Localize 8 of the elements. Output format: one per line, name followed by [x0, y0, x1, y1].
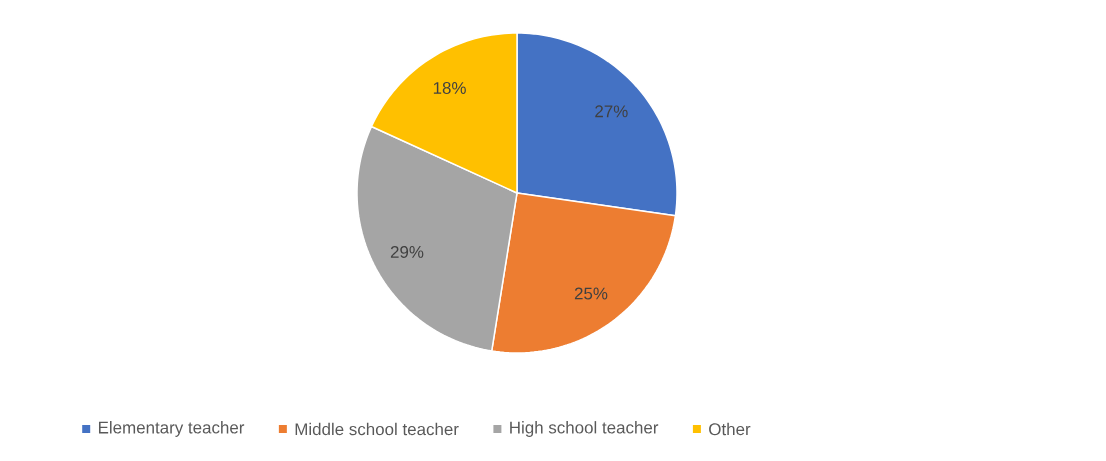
- data-label: 18%: [433, 82, 466, 95]
- legend-label: High school teacher: [510, 421, 659, 437]
- legend-label: Other: [709, 422, 751, 436]
- data-label: 27%: [595, 105, 628, 118]
- legend-label: Middle school teacher: [295, 422, 459, 436]
- legend-label: Elementary teacher: [98, 421, 245, 437]
- data-label: 29%: [390, 245, 424, 258]
- data-label: 25%: [574, 287, 608, 300]
